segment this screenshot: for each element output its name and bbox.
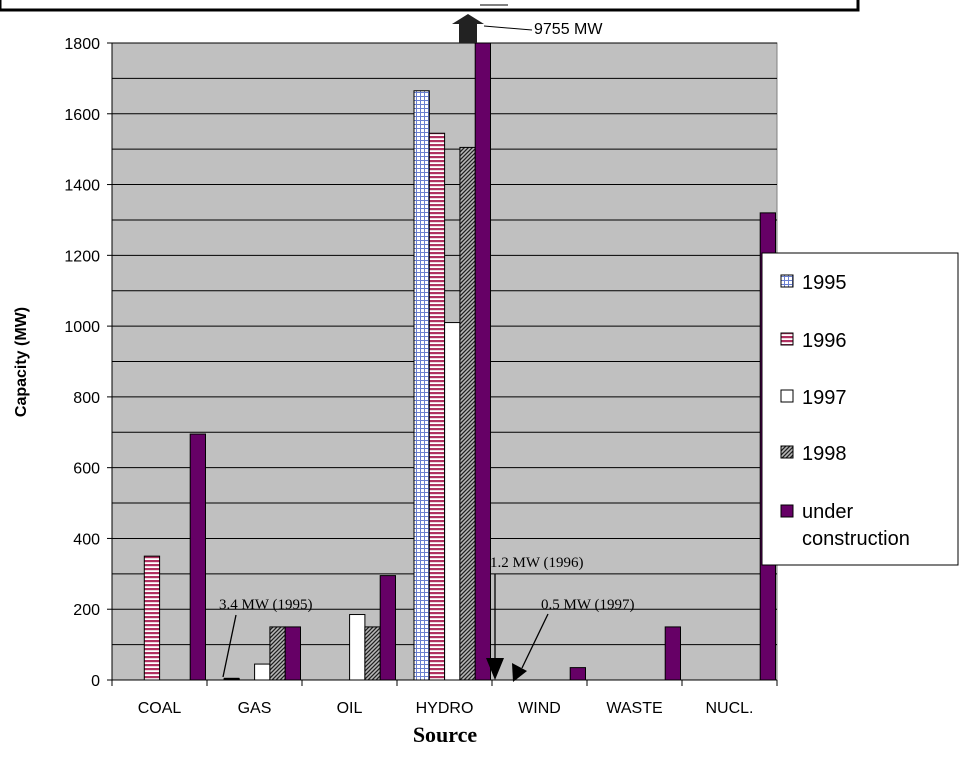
y-tick-label: 1000: [64, 319, 100, 336]
legend-label: 1998: [802, 443, 847, 465]
x-tick-label: NUCL.: [705, 700, 753, 717]
legend-label-cont: construction: [802, 528, 910, 550]
legend-label: 1996: [802, 330, 847, 352]
legend-label: 1997: [802, 387, 847, 409]
annotations: 9755 MW 3.4 MW (1995) 1.2 MW (1996) 0.5 …: [219, 14, 634, 682]
y-tick-label: 1200: [64, 248, 100, 265]
y-tick-label: 800: [73, 390, 100, 407]
x-tick-label: WIND: [518, 700, 561, 717]
bar-gas-1995: [224, 677, 240, 680]
y-axis-ticks: 0 200 400 600 800 1000 1200 1400 1600 1800: [64, 36, 112, 690]
legend: 1995 1996 1997 1998 under construction: [761, 252, 959, 566]
legend-swatch: [780, 445, 794, 459]
bar-gas-under-construction: [284, 626, 302, 681]
bar-wind-under-construction: [569, 667, 587, 681]
legend-box: [761, 252, 959, 566]
annotation-wind-1997-leader: [521, 613, 549, 669]
x-tick-label: HYDRO: [416, 700, 474, 717]
annotation-wind-1997: 0.5 MW (1997): [541, 597, 634, 613]
annotation-gas-1995: 3.4 MW (1995): [219, 597, 312, 613]
annotation-9755: 9755 MW: [534, 21, 603, 38]
y-tick-label: 200: [73, 602, 100, 619]
bar-coal-1996: [143, 555, 161, 681]
annotation-wind-1997-arrow-icon: [512, 663, 527, 682]
bar-oil-1998: [364, 626, 381, 681]
annotation-gas-1995-leader: [222, 614, 237, 678]
bar-hydro-1995: [413, 90, 430, 681]
bar-gas-1998: [269, 626, 286, 681]
bar-oil-1997: [349, 614, 366, 681]
x-axis-title: Source: [413, 722, 478, 747]
y-tick-label: 1600: [64, 107, 100, 124]
annotation-wind-1996: 1.2 MW (1996): [490, 555, 583, 571]
legend-swatch: [780, 504, 794, 518]
bar-gas-1997: [254, 663, 271, 681]
y-tick-label: 600: [73, 461, 100, 478]
x-tick-label: COAL: [138, 700, 182, 717]
y-tick-label: 400: [73, 531, 100, 548]
x-tick-label: GAS: [238, 700, 272, 717]
y-axis-title: Capacity (MW): [13, 307, 30, 417]
y-tick-label: 1400: [64, 178, 100, 195]
x-tick-label: WASTE: [606, 700, 662, 717]
legend-swatch: [780, 332, 794, 346]
x-tick-label: OIL: [337, 700, 363, 717]
hydro-overflow-arrow-icon: [452, 14, 484, 43]
bars: [143, 42, 777, 681]
y-tick-label: 0: [91, 673, 100, 690]
bar-hydro-1998: [459, 146, 476, 681]
bar-hydro-under-construction: [474, 42, 492, 681]
bar-waste-under-construction: [664, 626, 682, 681]
hydro-overflow-leader: [483, 25, 533, 31]
bar-hydro-1996: [428, 132, 446, 681]
y-tick-label: 1800: [64, 36, 100, 53]
bar-oil-under-construction: [379, 575, 397, 681]
legend-swatch: [780, 274, 794, 288]
annotation-wind-1996-arrow-icon: [486, 658, 504, 680]
legend-label: 1995: [802, 272, 847, 294]
bar-coal-under-construction: [189, 433, 206, 681]
bar-hydro-1997: [444, 322, 461, 681]
x-axis-ticks: COAL GAS OIL HYDRO WIND WASTE NUCL.: [111, 680, 778, 717]
legend-label: under: [802, 501, 853, 523]
title-box: [0, 0, 860, 12]
legend-swatch: [780, 389, 794, 403]
